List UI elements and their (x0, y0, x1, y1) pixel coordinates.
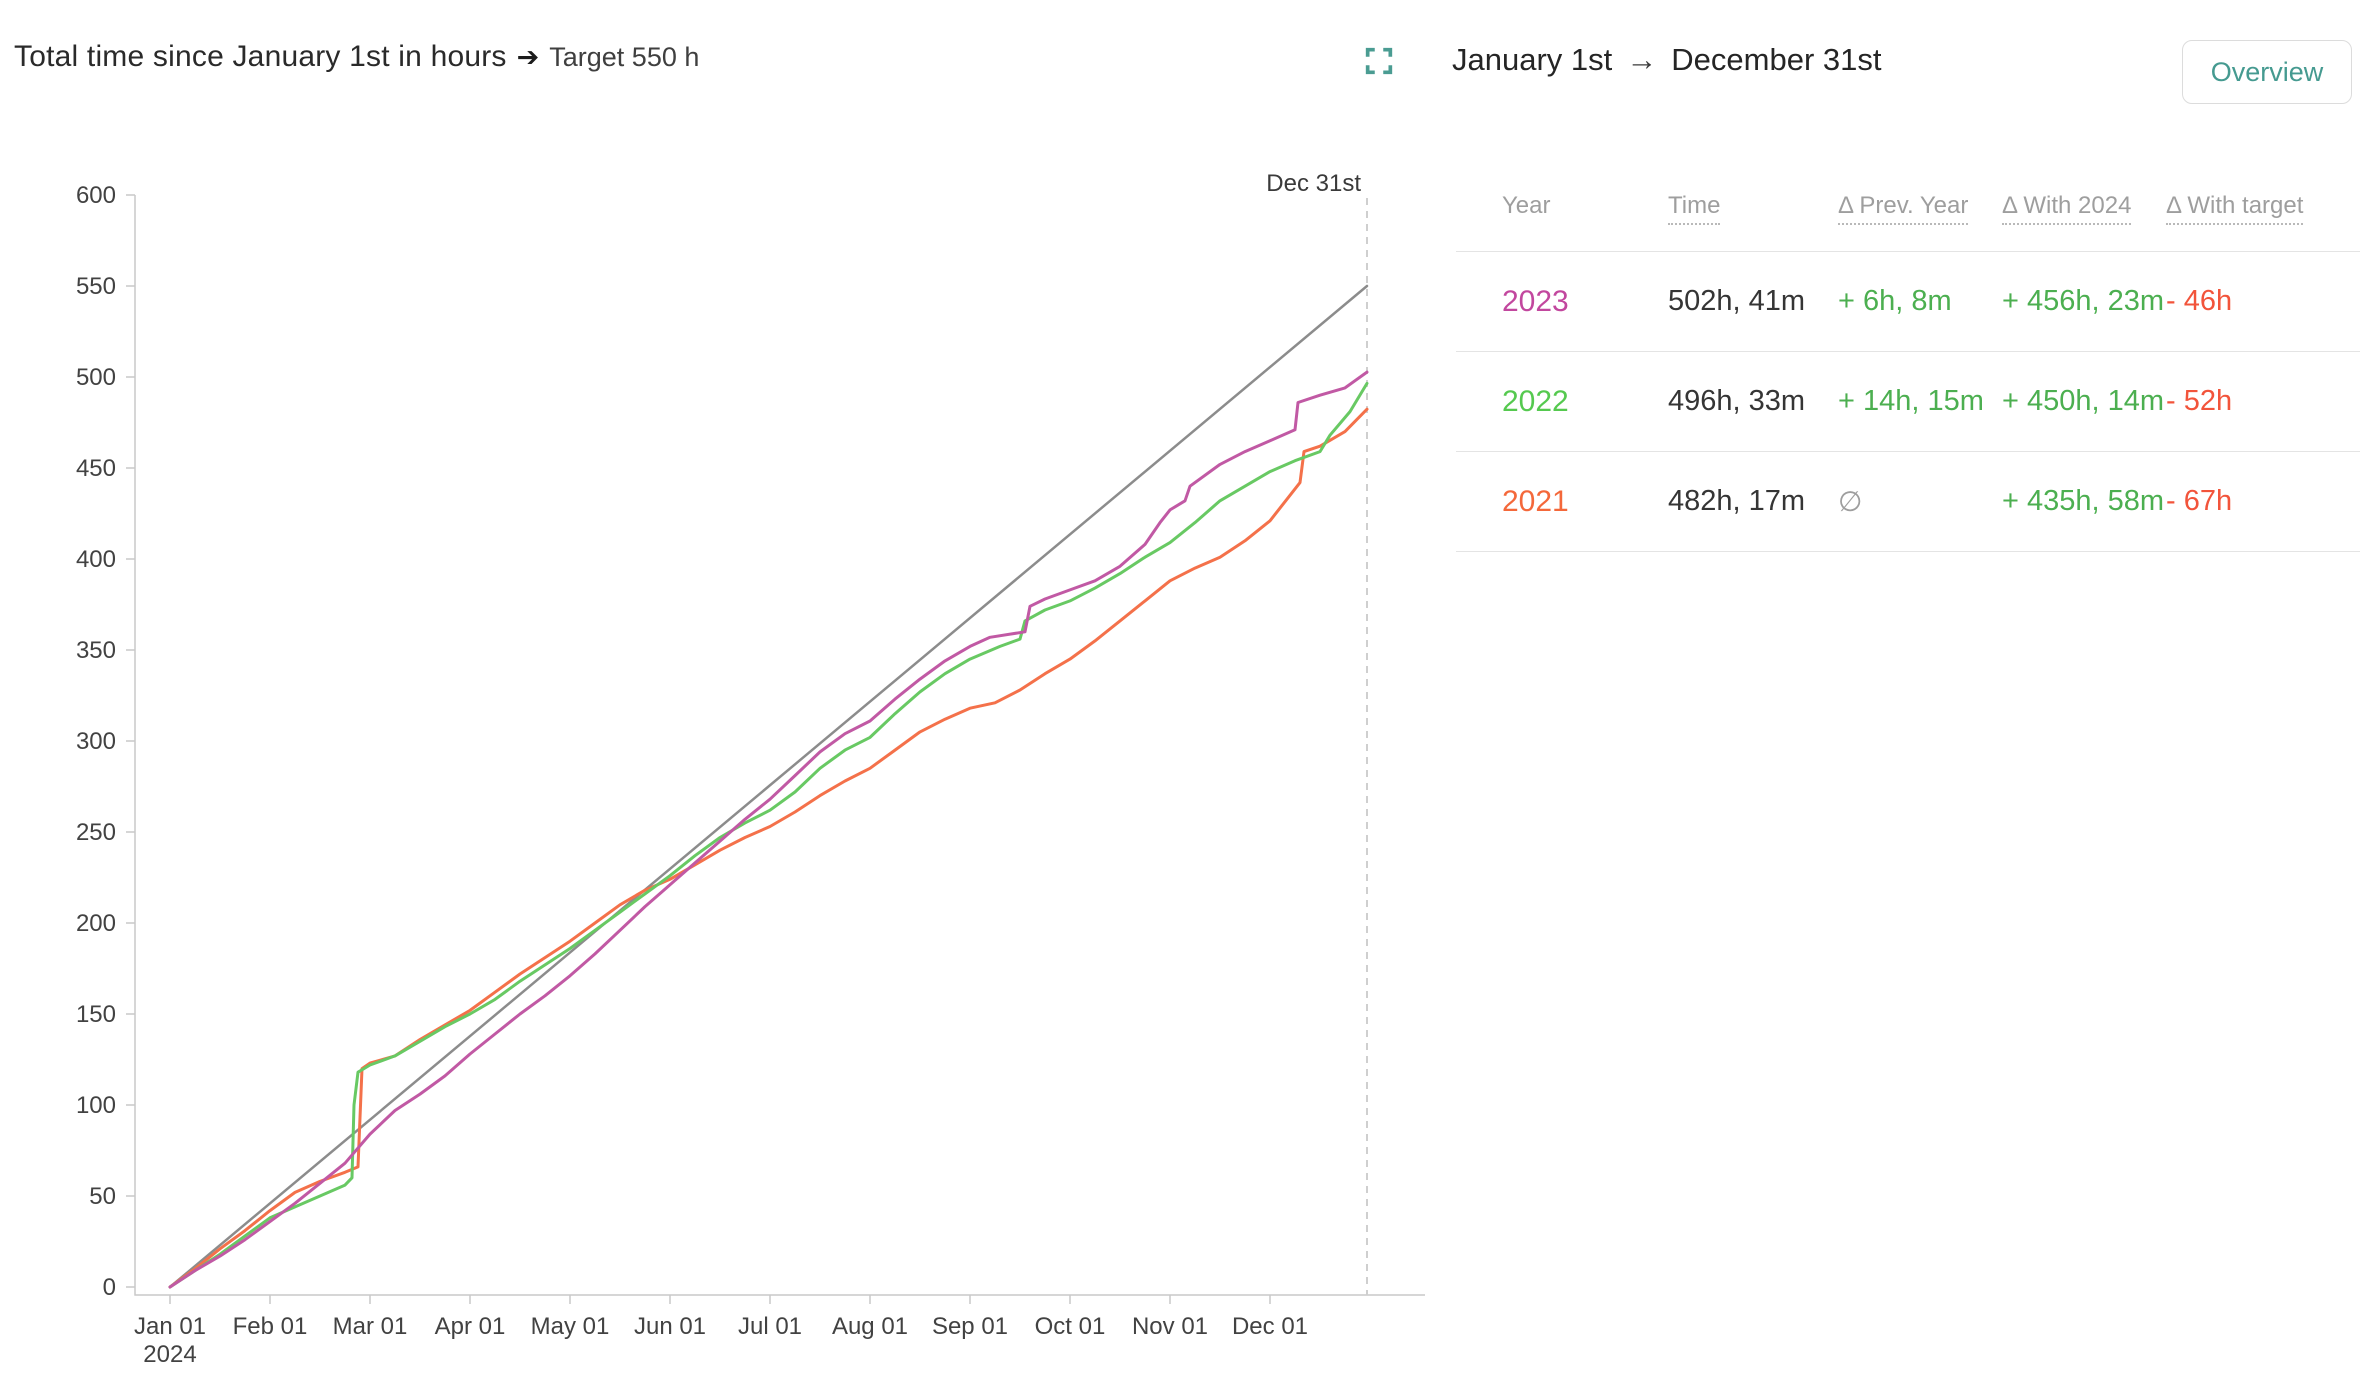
svg-text:100: 100 (76, 1092, 116, 1119)
delta-with-target: - 52h (2166, 385, 2233, 417)
table-row-2022[interactable]: 2022 496h, 33m + 14h, 15m + 450h, 14m - … (1456, 352, 2360, 452)
svg-text:150: 150 (76, 1001, 116, 1028)
table-header-row: Year Time Δ Prev. Year Δ With 2024 Δ Wit… (1456, 160, 2360, 252)
delta-with-2024: + 450h, 14m (2002, 385, 2165, 417)
chart-target-label: Target 550 h (549, 42, 700, 72)
svg-text:Aug 01: Aug 01 (832, 1313, 908, 1340)
svg-text:Apr 01: Apr 01 (435, 1313, 506, 1340)
column-header-with-target[interactable]: Δ With target (2166, 191, 2360, 225)
time-value: 482h, 17m (1668, 485, 1806, 517)
svg-text:Nov 01: Nov 01 (1132, 1313, 1208, 1340)
svg-text:May 01: May 01 (531, 1313, 610, 1340)
svg-text:Jul 01: Jul 01 (738, 1313, 802, 1340)
svg-text:Mar 01: Mar 01 (333, 1313, 408, 1340)
svg-text:Dec 01: Dec 01 (1232, 1313, 1308, 1340)
delta-prev-year: ∅ (1838, 486, 1863, 517)
delta-with-2024: + 435h, 58m (2002, 485, 2165, 517)
column-header-with-2024[interactable]: Δ With 2024 (2002, 191, 2166, 225)
svg-text:550: 550 (76, 273, 116, 300)
chart-title: Total time since January 1st in hours ➔ Ta… (14, 40, 699, 74)
svg-text:350: 350 (76, 637, 116, 664)
year-label: 2021 (1502, 484, 1569, 518)
column-header-time[interactable]: Time (1668, 191, 1838, 225)
column-header-year: Year (1502, 191, 1551, 219)
svg-text:Sep 01: Sep 01 (932, 1313, 1008, 1340)
time-value: 496h, 33m (1668, 385, 1806, 417)
svg-text:500: 500 (76, 364, 116, 391)
year-label: 2022 (1502, 384, 1569, 418)
table-row-2021[interactable]: 2021 482h, 17m ∅ + 435h, 58m - 67h (1456, 452, 2360, 552)
time-value: 502h, 41m (1668, 285, 1806, 317)
svg-text:250: 250 (76, 819, 116, 846)
svg-text:Jan 01: Jan 01 (134, 1313, 206, 1340)
delta-with-target: - 67h (2166, 485, 2233, 517)
column-header-prev-year[interactable]: Δ Prev. Year (1838, 191, 2002, 225)
overview-button[interactable]: Overview (2182, 40, 2352, 104)
range-end: December 31st (1671, 42, 1882, 77)
svg-text:Jun 01: Jun 01 (634, 1313, 706, 1340)
year-comparison-table: Year Time Δ Prev. Year Δ With 2024 Δ Wit… (1456, 160, 2360, 552)
delta-prev-year: + 6h, 8m (1838, 285, 1952, 317)
svg-text:300: 300 (76, 728, 116, 755)
fullscreen-icon[interactable] (1362, 44, 1396, 78)
range-start: January 1st (1452, 42, 1613, 77)
delta-with-2024: + 456h, 23m (2002, 285, 2165, 317)
svg-text:Oct 01: Oct 01 (1035, 1313, 1106, 1340)
svg-text:400: 400 (76, 546, 116, 573)
chart-title-text: Total time since January 1st in hours (14, 40, 507, 73)
table-row-2023[interactable]: 2023 502h, 41m + 6h, 8m + 456h, 23m - 46… (1456, 252, 2360, 352)
date-range-title: January 1st → December 31st (1452, 42, 1881, 78)
svg-text:600: 600 (76, 182, 116, 209)
svg-text:200: 200 (76, 910, 116, 937)
time-chart[interactable]: 0 50 100 150 200 250 300 350 400 450 500 550 600 Jan … (0, 0, 1440, 1396)
svg-text:450: 450 (76, 455, 116, 482)
svg-text:0: 0 (103, 1274, 116, 1301)
svg-text:50: 50 (89, 1183, 116, 1210)
year-label: 2023 (1502, 284, 1569, 318)
arrow-right-icon: ➔ (516, 42, 540, 72)
range-arrow-icon: → (1626, 42, 1658, 77)
svg-text:2024: 2024 (143, 1341, 196, 1368)
delta-prev-year: + 14h, 15m (1838, 385, 1984, 417)
delta-with-target: - 46h (2166, 285, 2233, 317)
svg-text:Feb 01: Feb 01 (233, 1313, 308, 1340)
svg-text:Dec 31st: Dec 31st (1266, 170, 1361, 197)
